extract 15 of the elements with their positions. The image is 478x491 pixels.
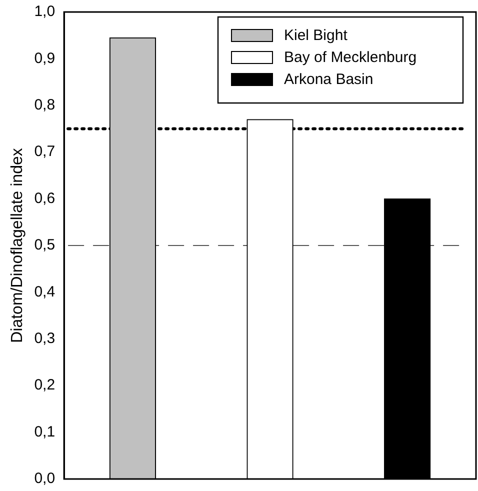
legend-label: Kiel Bight bbox=[284, 27, 348, 44]
y-tick-label: 0,4 bbox=[34, 283, 56, 300]
y-tick-label: 0,9 bbox=[34, 50, 56, 67]
y-tick-label: 0,7 bbox=[34, 143, 56, 160]
legend-label: Bay of Mecklenburg bbox=[284, 49, 417, 66]
y-tick-label: 0,8 bbox=[34, 96, 56, 114]
y-tick-label: 0,6 bbox=[34, 190, 56, 207]
y-tick-label: 1,0 bbox=[34, 3, 56, 20]
y-tick-label: 0,1 bbox=[34, 423, 56, 440]
y-tick-label: 0,3 bbox=[34, 330, 56, 348]
y-axis-title: Diatom/Dinoflagellate index bbox=[9, 148, 26, 343]
y-tick-label: 0,2 bbox=[34, 376, 56, 394]
y-tick-label: 0,5 bbox=[34, 236, 56, 254]
y-tick-label: 0,0 bbox=[34, 470, 56, 488]
legend-label: Arkona Basin bbox=[284, 71, 374, 88]
